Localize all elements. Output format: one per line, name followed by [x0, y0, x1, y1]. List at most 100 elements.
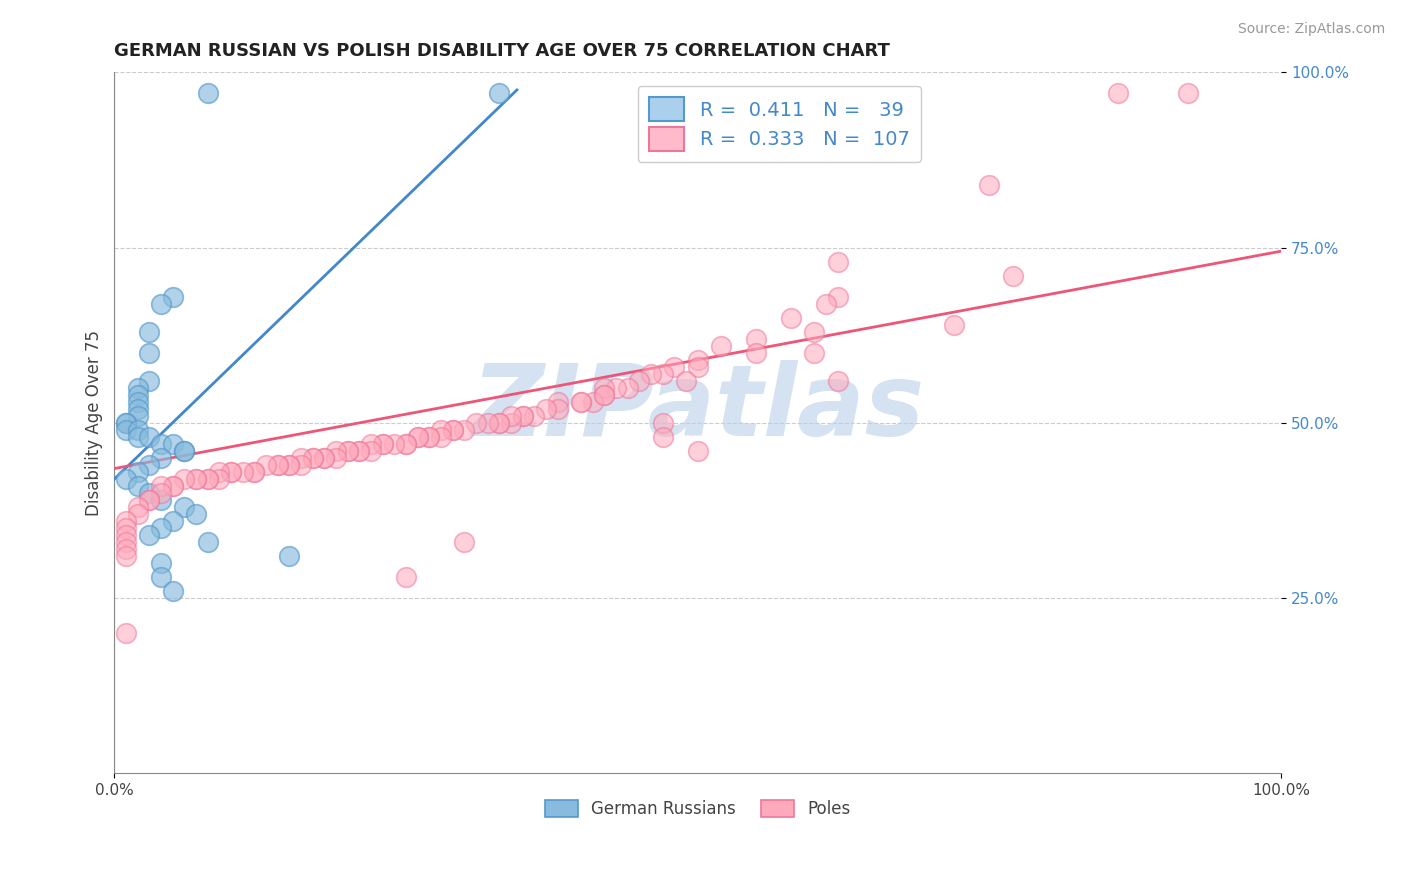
- Point: [301, 450, 323, 465]
- Point: [278, 549, 301, 563]
- Point: [501, 409, 523, 423]
- Point: [686, 444, 709, 458]
- Point: [827, 254, 849, 268]
- Point: [534, 401, 557, 416]
- Point: [314, 450, 336, 465]
- Point: [1001, 268, 1024, 283]
- Point: [138, 493, 160, 508]
- Point: [127, 465, 149, 479]
- Point: [547, 401, 569, 416]
- Point: [582, 395, 605, 409]
- Point: [208, 472, 231, 486]
- Point: [441, 423, 464, 437]
- Point: [115, 514, 138, 528]
- Point: [127, 401, 149, 416]
- Point: [815, 297, 838, 311]
- Point: [197, 87, 219, 101]
- Point: [278, 458, 301, 472]
- Point: [605, 381, 627, 395]
- Point: [115, 626, 138, 640]
- Point: [686, 352, 709, 367]
- Point: [115, 549, 138, 563]
- Legend: German Russians, Poles: German Russians, Poles: [538, 793, 858, 825]
- Point: [150, 521, 173, 535]
- Point: [115, 472, 138, 486]
- Point: [314, 450, 336, 465]
- Point: [651, 430, 673, 444]
- Point: [219, 465, 242, 479]
- Point: [547, 395, 569, 409]
- Point: [267, 458, 290, 472]
- Text: Source: ZipAtlas.com: Source: ZipAtlas.com: [1237, 22, 1385, 37]
- Point: [162, 290, 184, 304]
- Point: [1177, 87, 1199, 101]
- Point: [150, 450, 173, 465]
- Point: [488, 416, 510, 430]
- Point: [360, 437, 382, 451]
- Point: [138, 374, 160, 388]
- Point: [127, 479, 149, 493]
- Point: [512, 409, 534, 423]
- Point: [675, 374, 697, 388]
- Point: [664, 359, 686, 374]
- Point: [616, 381, 638, 395]
- Point: [640, 367, 662, 381]
- Point: [371, 437, 394, 451]
- Point: [162, 479, 184, 493]
- Point: [173, 444, 195, 458]
- Point: [127, 500, 149, 514]
- Point: [127, 430, 149, 444]
- Point: [243, 465, 266, 479]
- Point: [453, 423, 475, 437]
- Point: [569, 395, 592, 409]
- Point: [745, 332, 768, 346]
- Point: [197, 472, 219, 486]
- Point: [395, 437, 418, 451]
- Point: [827, 374, 849, 388]
- Point: [138, 493, 160, 508]
- Point: [430, 423, 453, 437]
- Text: GERMAN RUSSIAN VS POLISH DISABILITY AGE OVER 75 CORRELATION CHART: GERMAN RUSSIAN VS POLISH DISABILITY AGE …: [114, 42, 890, 60]
- Point: [465, 416, 488, 430]
- Point: [803, 325, 825, 339]
- Point: [651, 367, 673, 381]
- Point: [780, 310, 803, 325]
- Point: [943, 318, 966, 332]
- Point: [512, 409, 534, 423]
- Point: [138, 430, 160, 444]
- Point: [208, 465, 231, 479]
- Point: [360, 444, 382, 458]
- Point: [162, 514, 184, 528]
- Point: [150, 486, 173, 500]
- Point: [395, 570, 418, 584]
- Point: [406, 430, 429, 444]
- Point: [127, 395, 149, 409]
- Point: [184, 472, 207, 486]
- Point: [523, 409, 546, 423]
- Point: [173, 444, 195, 458]
- Point: [150, 556, 173, 570]
- Point: [441, 423, 464, 437]
- Point: [336, 444, 359, 458]
- Point: [150, 479, 173, 493]
- Point: [430, 430, 453, 444]
- Point: [827, 290, 849, 304]
- Point: [290, 450, 312, 465]
- Point: [453, 535, 475, 549]
- Point: [115, 416, 138, 430]
- Point: [150, 493, 173, 508]
- Point: [138, 528, 160, 542]
- Point: [593, 388, 616, 402]
- Point: [127, 381, 149, 395]
- Point: [115, 542, 138, 557]
- Point: [138, 486, 160, 500]
- Point: [232, 465, 254, 479]
- Point: [254, 458, 277, 472]
- Point: [115, 535, 138, 549]
- Point: [349, 444, 371, 458]
- Point: [477, 416, 499, 430]
- Point: [197, 535, 219, 549]
- Point: [115, 416, 138, 430]
- Point: [197, 472, 219, 486]
- Point: [349, 444, 371, 458]
